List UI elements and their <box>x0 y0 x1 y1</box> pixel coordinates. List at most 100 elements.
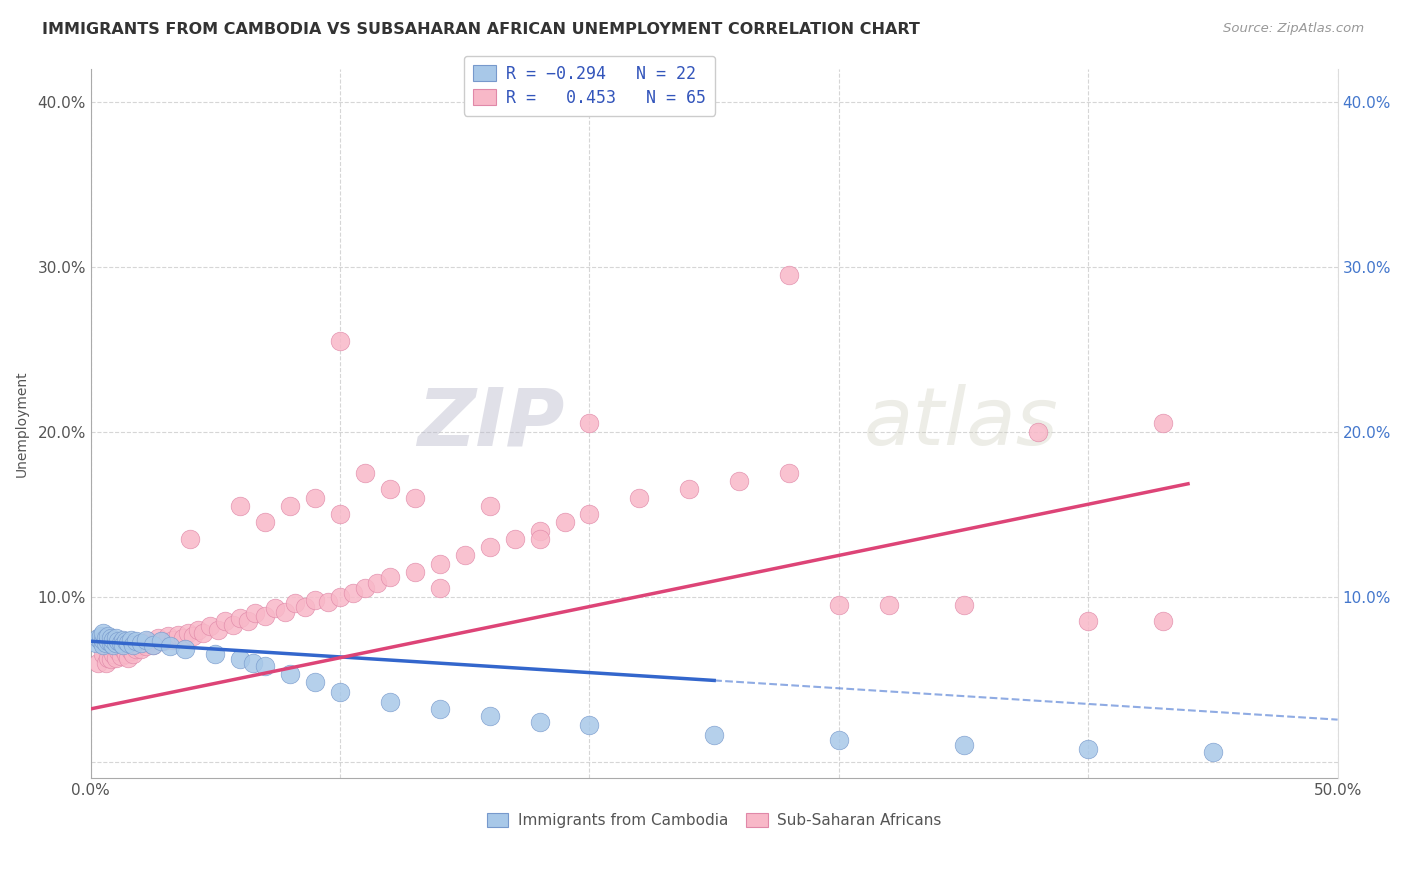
Point <box>703 728 725 742</box>
Point <box>152 634 174 648</box>
Point <box>122 648 145 662</box>
Point <box>87 631 110 645</box>
Point <box>222 617 245 632</box>
Point <box>100 631 122 645</box>
Point <box>91 638 114 652</box>
Point <box>100 652 122 666</box>
Point <box>1077 741 1099 756</box>
Point <box>354 582 377 596</box>
Point <box>90 629 112 643</box>
Point <box>294 599 316 614</box>
Point <box>429 557 451 571</box>
Point <box>378 570 401 584</box>
Legend: Immigrants from Cambodia, Sub-Saharan Africans: Immigrants from Cambodia, Sub-Saharan Af… <box>481 806 948 834</box>
Point <box>329 334 352 348</box>
Point <box>91 626 114 640</box>
Point <box>454 549 477 563</box>
Point <box>179 532 201 546</box>
Point <box>478 499 501 513</box>
Point <box>529 715 551 730</box>
Point <box>97 634 120 648</box>
Point <box>101 632 124 647</box>
Point <box>952 598 974 612</box>
Point <box>554 516 576 530</box>
Point <box>329 685 352 699</box>
Point <box>129 642 152 657</box>
Point <box>1152 417 1174 431</box>
Point <box>429 702 451 716</box>
Point <box>187 623 209 637</box>
Point <box>146 631 169 645</box>
Point <box>97 650 120 665</box>
Point <box>132 636 155 650</box>
Point <box>678 483 700 497</box>
Point <box>112 642 135 657</box>
Point <box>304 593 326 607</box>
Point <box>142 638 165 652</box>
Text: Source: ZipAtlas.com: Source: ZipAtlas.com <box>1223 22 1364 36</box>
Point <box>236 615 259 629</box>
Point <box>174 642 197 657</box>
Text: ZIP: ZIP <box>418 384 565 462</box>
Point <box>94 631 117 645</box>
Point <box>229 652 252 666</box>
Y-axis label: Unemployment: Unemployment <box>15 370 30 476</box>
Point <box>278 667 301 681</box>
Point <box>378 483 401 497</box>
Point <box>329 590 352 604</box>
Point <box>429 582 451 596</box>
Point <box>104 636 127 650</box>
Point <box>124 642 146 657</box>
Point <box>229 499 252 513</box>
Point <box>129 636 152 650</box>
Point <box>127 639 149 653</box>
Point <box>578 417 600 431</box>
Point <box>120 644 142 658</box>
Point <box>100 636 122 650</box>
Point <box>181 629 204 643</box>
Point <box>1028 425 1050 439</box>
Point <box>94 636 117 650</box>
Point <box>1202 745 1225 759</box>
Point <box>204 648 226 662</box>
Point <box>245 606 267 620</box>
Point <box>84 636 107 650</box>
Point <box>254 609 277 624</box>
Point <box>778 268 800 282</box>
Point <box>117 650 139 665</box>
Point <box>828 733 851 747</box>
Point <box>94 656 117 670</box>
Point <box>274 605 297 619</box>
Point <box>156 629 179 643</box>
Point <box>142 638 165 652</box>
Point <box>828 598 851 612</box>
Point <box>529 532 551 546</box>
Point <box>354 466 377 480</box>
Point <box>264 601 287 615</box>
Point <box>728 474 751 488</box>
Point <box>91 632 114 647</box>
Point <box>101 648 124 662</box>
Point <box>304 491 326 505</box>
Point <box>316 594 339 608</box>
Point <box>114 648 136 662</box>
Point <box>122 638 145 652</box>
Point <box>329 507 352 521</box>
Point <box>104 631 127 645</box>
Point <box>1077 615 1099 629</box>
Point <box>284 596 307 610</box>
Text: atlas: atlas <box>863 384 1059 462</box>
Point <box>877 598 900 612</box>
Point <box>952 738 974 752</box>
Point <box>578 507 600 521</box>
Point <box>366 576 388 591</box>
Point <box>162 632 184 647</box>
Point <box>529 524 551 538</box>
Point <box>478 708 501 723</box>
Point <box>114 634 136 648</box>
Point <box>107 634 129 648</box>
Text: IMMIGRANTS FROM CAMBODIA VS SUBSAHARAN AFRICAN UNEMPLOYMENT CORRELATION CHART: IMMIGRANTS FROM CAMBODIA VS SUBSAHARAN A… <box>42 22 920 37</box>
Point <box>214 615 236 629</box>
Point <box>404 491 426 505</box>
Point <box>200 619 222 633</box>
